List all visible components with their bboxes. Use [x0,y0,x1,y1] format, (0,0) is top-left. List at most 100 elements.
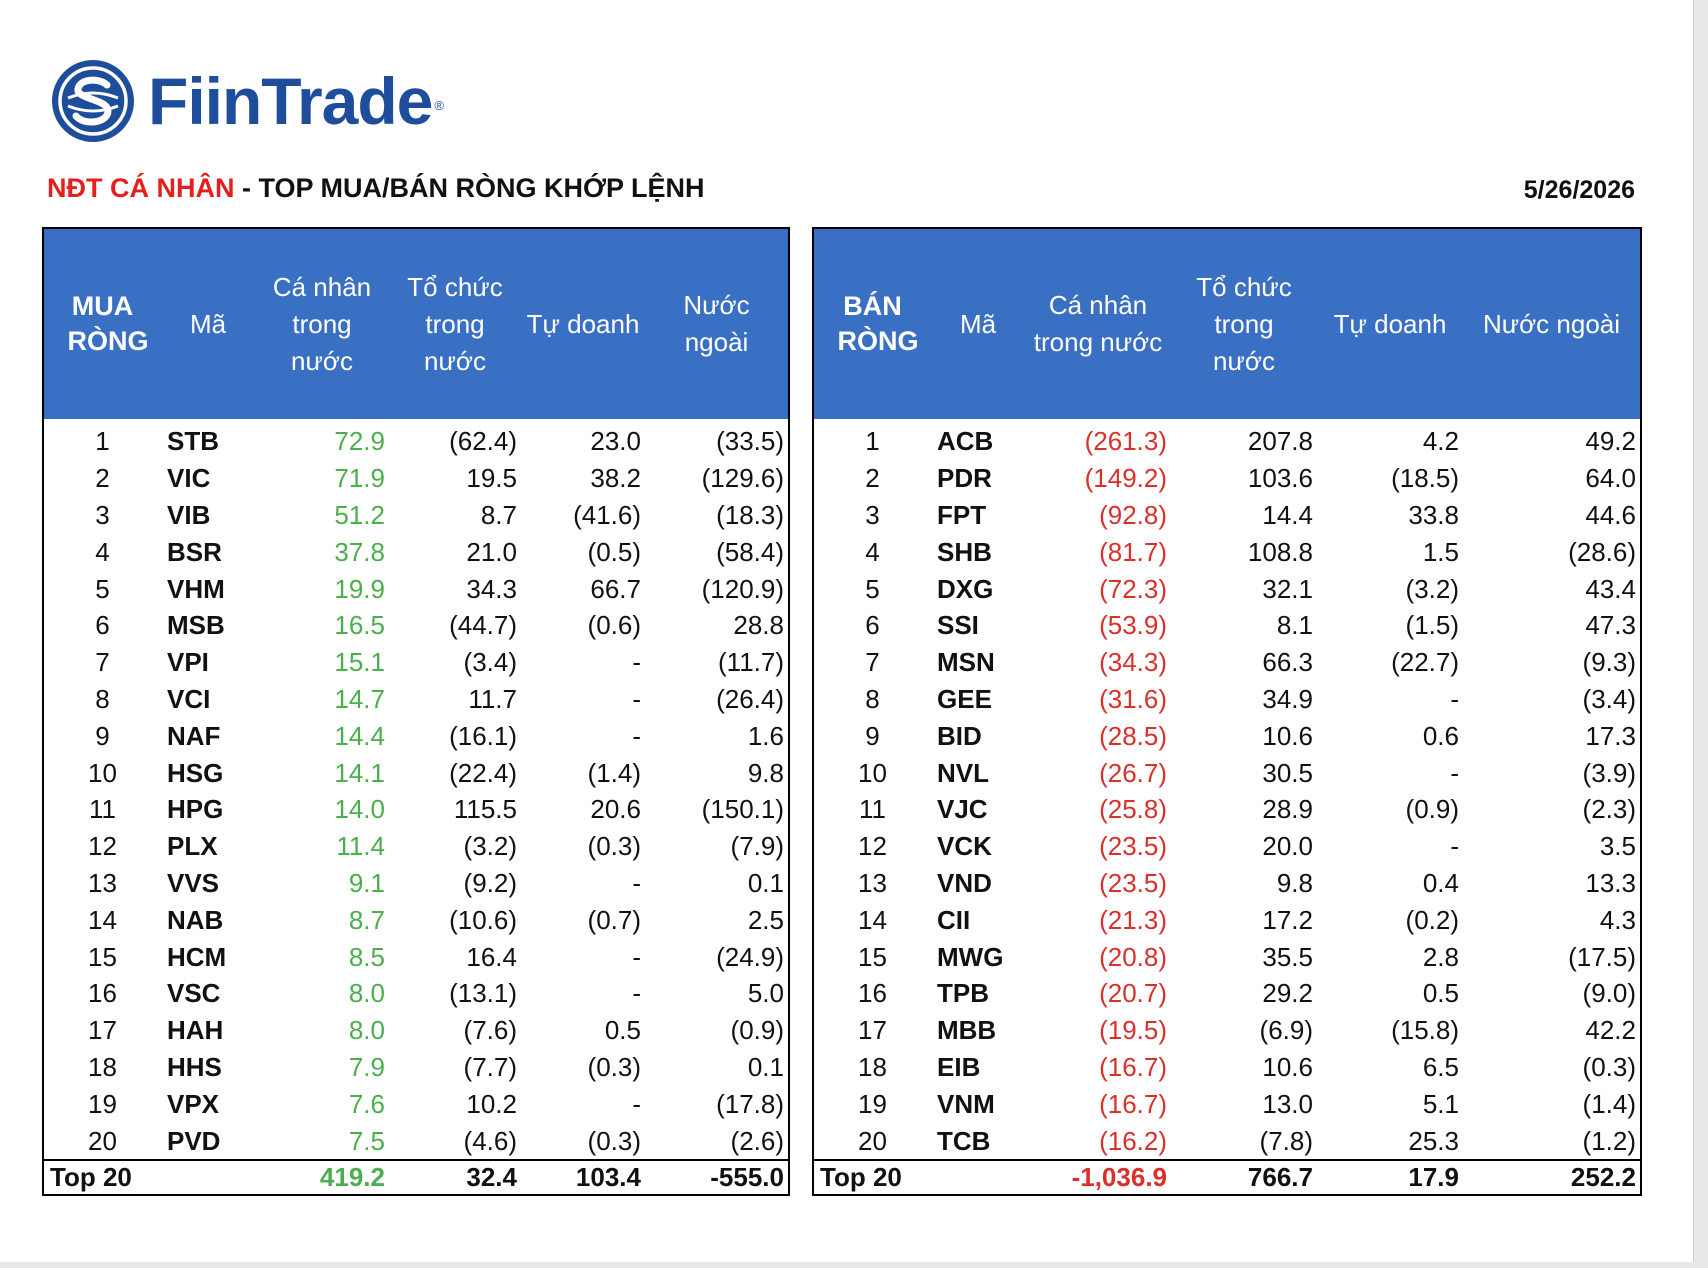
buy-table-row: 11 HPG 14.0 115.5 20.6 (150.1) [43,791,789,828]
buy-institution-cell: 10.2 [466,1088,517,1119]
registered-mark: ® [434,97,444,113]
sell-total-proprietary: 17.9 [1317,1158,1463,1195]
buy-table-row: 5 VHM 19.9 34.3 66.7 (120.9) [43,570,789,607]
sell-foreign-cell: 4.3 [1599,904,1636,935]
sell-rank-cell: 2 [865,463,880,494]
sell-ticker-cell: PDR [937,463,992,494]
buy-table-row: 12 PLX 11.4 (3.2) (0.3) (7.9) [43,828,789,865]
sell-rank-cell: 19 [858,1088,887,1119]
sell-institution-cell: 35.5 [1262,941,1313,972]
buy-rank-cell: 15 [88,941,117,972]
buy-individual-cell: 8.7 [348,904,385,935]
buy-rank-cell: 14 [88,904,117,935]
sell-individual-cell: (23.5) [1099,831,1167,862]
buy-proprietary-cell: - [632,1088,641,1119]
sell-rank-cell: 17 [858,1015,887,1046]
buy-individual-cell: 7.5 [348,1125,385,1156]
buy-table-row: 14 NAB 8.7 (10.6) (0.7) 2.5 [43,901,789,938]
sell-ticker-cell: VCK [937,831,992,862]
sell-total-label: Top 20 [813,1158,931,1195]
buy-proprietary-cell: (0.7) [587,904,641,935]
sell-institution-cell: 108.8 [1247,536,1313,567]
sell-individual-cell: (53.9) [1099,610,1167,641]
sell-rank-cell: 4 [865,536,880,567]
fiintrade-logo-icon [52,60,134,142]
report-date: 5/26/2026 [1523,176,1635,204]
sell-proprietary-cell: 5.1 [1422,1088,1459,1119]
sell-proprietary-cell: 0.5 [1422,978,1459,1009]
buy-rank-cell: 16 [88,978,117,1009]
sell-rank-cell: 12 [858,831,887,862]
sell-individual-cell: (28.5) [1099,720,1167,751]
sell-individual-cell: (72.3) [1099,573,1167,604]
buy-ticker-cell: HSG [167,757,224,788]
buy-institution-cell: (13.1) [449,978,517,1009]
buy-institution-cell: 115.5 [453,794,517,825]
buy-foreign-cell: (17.8) [716,1088,784,1119]
buy-individual-cell: 14.4 [334,720,385,751]
sell-foreign-cell: (9.0) [1582,978,1636,1009]
net-sell-table: BÁN RÒNG Mã Cá nhân trong nước Tổ chức t… [812,227,1642,1196]
buy-rank-cell: 17 [88,1015,117,1046]
sell-rank-cell: 5 [865,573,880,604]
buy-ticker-cell: PLX [167,831,218,862]
buy-proprietary-cell: - [632,941,641,972]
sell-table-row: 1 ACB (261.3) 207.8 4.2 49.2 [813,419,1641,460]
title-highlight: NĐT CÁ NHÂN [47,173,235,203]
sell-individual-cell: (26.7) [1099,757,1167,788]
sell-proprietary-cell: (15.8) [1391,1015,1459,1046]
buy-rank-cell: 11 [89,794,116,825]
buy-table-row: 16 VSC 8.0 (13.1) - 5.0 [43,975,789,1012]
buy-ticker-cell: NAF [167,720,221,751]
buy-table-row: 10 HSG 14.1 (22.4) (1.4) 9.8 [43,754,789,791]
sell-proprietary-cell: (0.9) [1405,794,1459,825]
buy-proprietary-cell: - [632,978,641,1009]
buy-header-foreign: Nước ngoài [645,228,789,419]
sell-institution-cell: 14.4 [1262,499,1313,530]
buy-ticker-cell: VCI [167,683,211,714]
buy-institution-cell: 34.3 [466,573,517,604]
buy-ticker-cell: HAH [167,1015,224,1046]
buy-foreign-cell: (129.6) [701,463,784,494]
buy-proprietary-cell: (0.3) [587,831,641,862]
sell-institution-cell: 32.1 [1262,573,1313,604]
buy-ticker-cell: VIC [167,463,211,494]
sell-header-rank: BÁN RÒNG [813,228,931,419]
buy-total-ticker [161,1158,255,1195]
buy-header-rank: MUA RÒNG [43,228,161,419]
sell-ticker-cell: DXG [937,573,994,604]
sell-foreign-cell: (17.5) [1568,941,1636,972]
sell-individual-cell: (20.8) [1099,941,1167,972]
buy-table-row: 18 HHS 7.9 (7.7) (0.3) 0.1 [43,1049,789,1086]
buy-institution-cell: (10.6) [449,904,517,935]
buy-proprietary-cell: (0.5) [587,536,641,567]
buy-foreign-cell: 1.6 [747,720,784,751]
sell-proprietary-cell: 33.8 [1408,499,1459,530]
buy-table-row: 20 PVD 7.5 (4.6) (0.3) (2.6) [43,1122,789,1160]
sell-table-row: 3 FPT (92.8) 14.4 33.8 44.6 [813,497,1641,534]
buy-header-institution: Tổ chức trong nước [389,228,521,419]
sell-proprietary-cell: 0.4 [1422,867,1459,898]
buy-institution-cell: 19.5 [466,463,517,494]
buy-table-row: 9 NAF 14.4 (16.1) - 1.6 [43,717,789,754]
sell-foreign-cell: (3.4) [1582,683,1636,714]
buy-individual-cell: 7.6 [348,1088,385,1119]
buy-institution-cell: 21.0 [466,536,517,567]
buy-table-row: 2 VIC 71.9 19.5 38.2 (129.6) [43,460,789,497]
buy-individual-cell: 16.5 [334,610,385,641]
buy-total-row: Top 20 419.2 32.4 103.4 -555.0 [43,1158,789,1195]
buy-proprietary-cell: 23.0 [590,426,641,457]
buy-proprietary-cell: (0.3) [587,1051,641,1082]
buy-table-row: 7 VPI 15.1 (3.4) - (11.7) [43,644,789,681]
sell-table-row: 18 EIB (16.7) 10.6 6.5 (0.3) [813,1049,1641,1086]
buy-foreign-cell: (33.5) [716,426,784,457]
sell-ticker-cell: VJC [937,794,988,825]
sell-rank-cell: 1 [865,426,880,457]
buy-foreign-cell: (24.9) [716,941,784,972]
buy-institution-cell: (3.2) [463,831,517,862]
sell-foreign-cell: (9.3) [1582,647,1636,678]
buy-foreign-cell: (11.7) [718,647,784,678]
buy-foreign-cell: 0.1 [747,867,784,898]
buy-proprietary-cell: (0.6) [587,610,641,641]
buy-institution-cell: (22.4) [449,757,517,788]
